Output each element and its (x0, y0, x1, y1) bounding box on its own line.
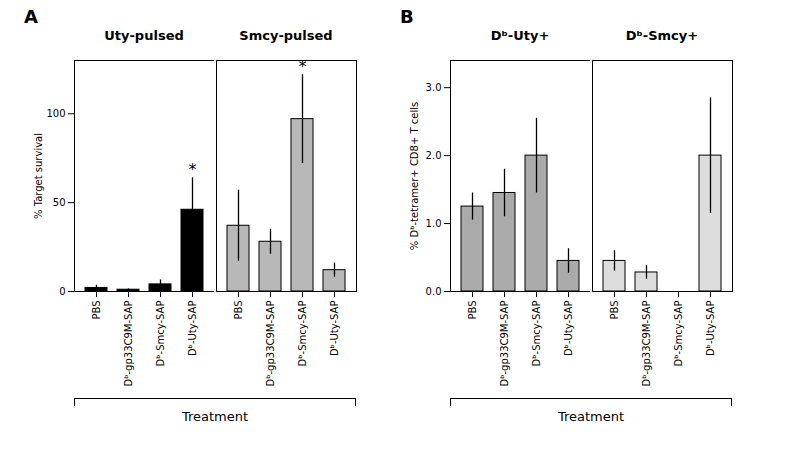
svg-text:*: * (299, 57, 307, 76)
svg-text:Dᵇ-Uty-SAP: Dᵇ-Uty-SAP (705, 301, 716, 357)
html-text:Smcy-pulsed: Smcy-pulsed (239, 28, 333, 43)
html-text:Dᵇ-Smcy+: Dᵇ-Smcy+ (625, 28, 699, 43)
html-text:B: B (400, 6, 414, 27)
html-text:A: A (24, 6, 38, 27)
html-text:Dᵇ-Uty+: Dᵇ-Uty+ (490, 28, 550, 43)
svg-text:50: 50 (53, 197, 66, 208)
svg-text:PBS: PBS (609, 301, 620, 320)
svg-text:3.0: 3.0 (426, 82, 442, 93)
html-text:Uty-pulsed: Uty-pulsed (104, 28, 184, 43)
svg-text:0.0: 0.0 (426, 286, 442, 297)
svg-text:Dᵇ-Uty-SAP: Dᵇ-Uty-SAP (329, 301, 340, 357)
svg-text:PBS: PBS (233, 301, 244, 320)
svg-text:100: 100 (46, 108, 65, 119)
svg-text:% Dᵇ-tetramer+ CD8+ T cells: % Dᵇ-tetramer+ CD8+ T cells (409, 102, 420, 250)
svg-text:2.0: 2.0 (426, 150, 442, 161)
svg-text:Dᵇ-gp33C9M-SAP: Dᵇ-gp33C9M-SAP (499, 301, 510, 387)
svg-text:Dᵇ-Uty-SAP: Dᵇ-Uty-SAP (187, 301, 198, 357)
svg-text:Dᵇ-Smcy-SAP: Dᵇ-Smcy-SAP (673, 301, 684, 367)
svg-text:Dᵇ-gp33C9M-SAP: Dᵇ-gp33C9M-SAP (641, 301, 652, 387)
svg-text:% Target survival: % Target survival (33, 133, 44, 219)
svg-text:Dᵇ-Smcy-SAP: Dᵇ-Smcy-SAP (155, 301, 166, 367)
svg-text:PBS: PBS (91, 301, 102, 320)
svg-text:Dᵇ-Smcy-SAP: Dᵇ-Smcy-SAP (531, 301, 542, 367)
svg-text:Dᵇ-gp33C9M-SAP: Dᵇ-gp33C9M-SAP (123, 301, 134, 387)
svg-text:0: 0 (59, 286, 65, 297)
svg-text:Dᵇ-gp33C9M-SAP: Dᵇ-gp33C9M-SAP (265, 301, 276, 387)
svg-text:1.0: 1.0 (426, 218, 442, 229)
svg-text:*: * (189, 160, 197, 179)
svg-text:PBS: PBS (467, 301, 478, 320)
svg-text:Dᵇ-Smcy-SAP: Dᵇ-Smcy-SAP (297, 301, 308, 367)
html-text:Treatment: Treatment (557, 409, 625, 424)
html-text:Treatment: Treatment (181, 409, 249, 424)
svg-text:Dᵇ-Uty-SAP: Dᵇ-Uty-SAP (563, 301, 574, 357)
